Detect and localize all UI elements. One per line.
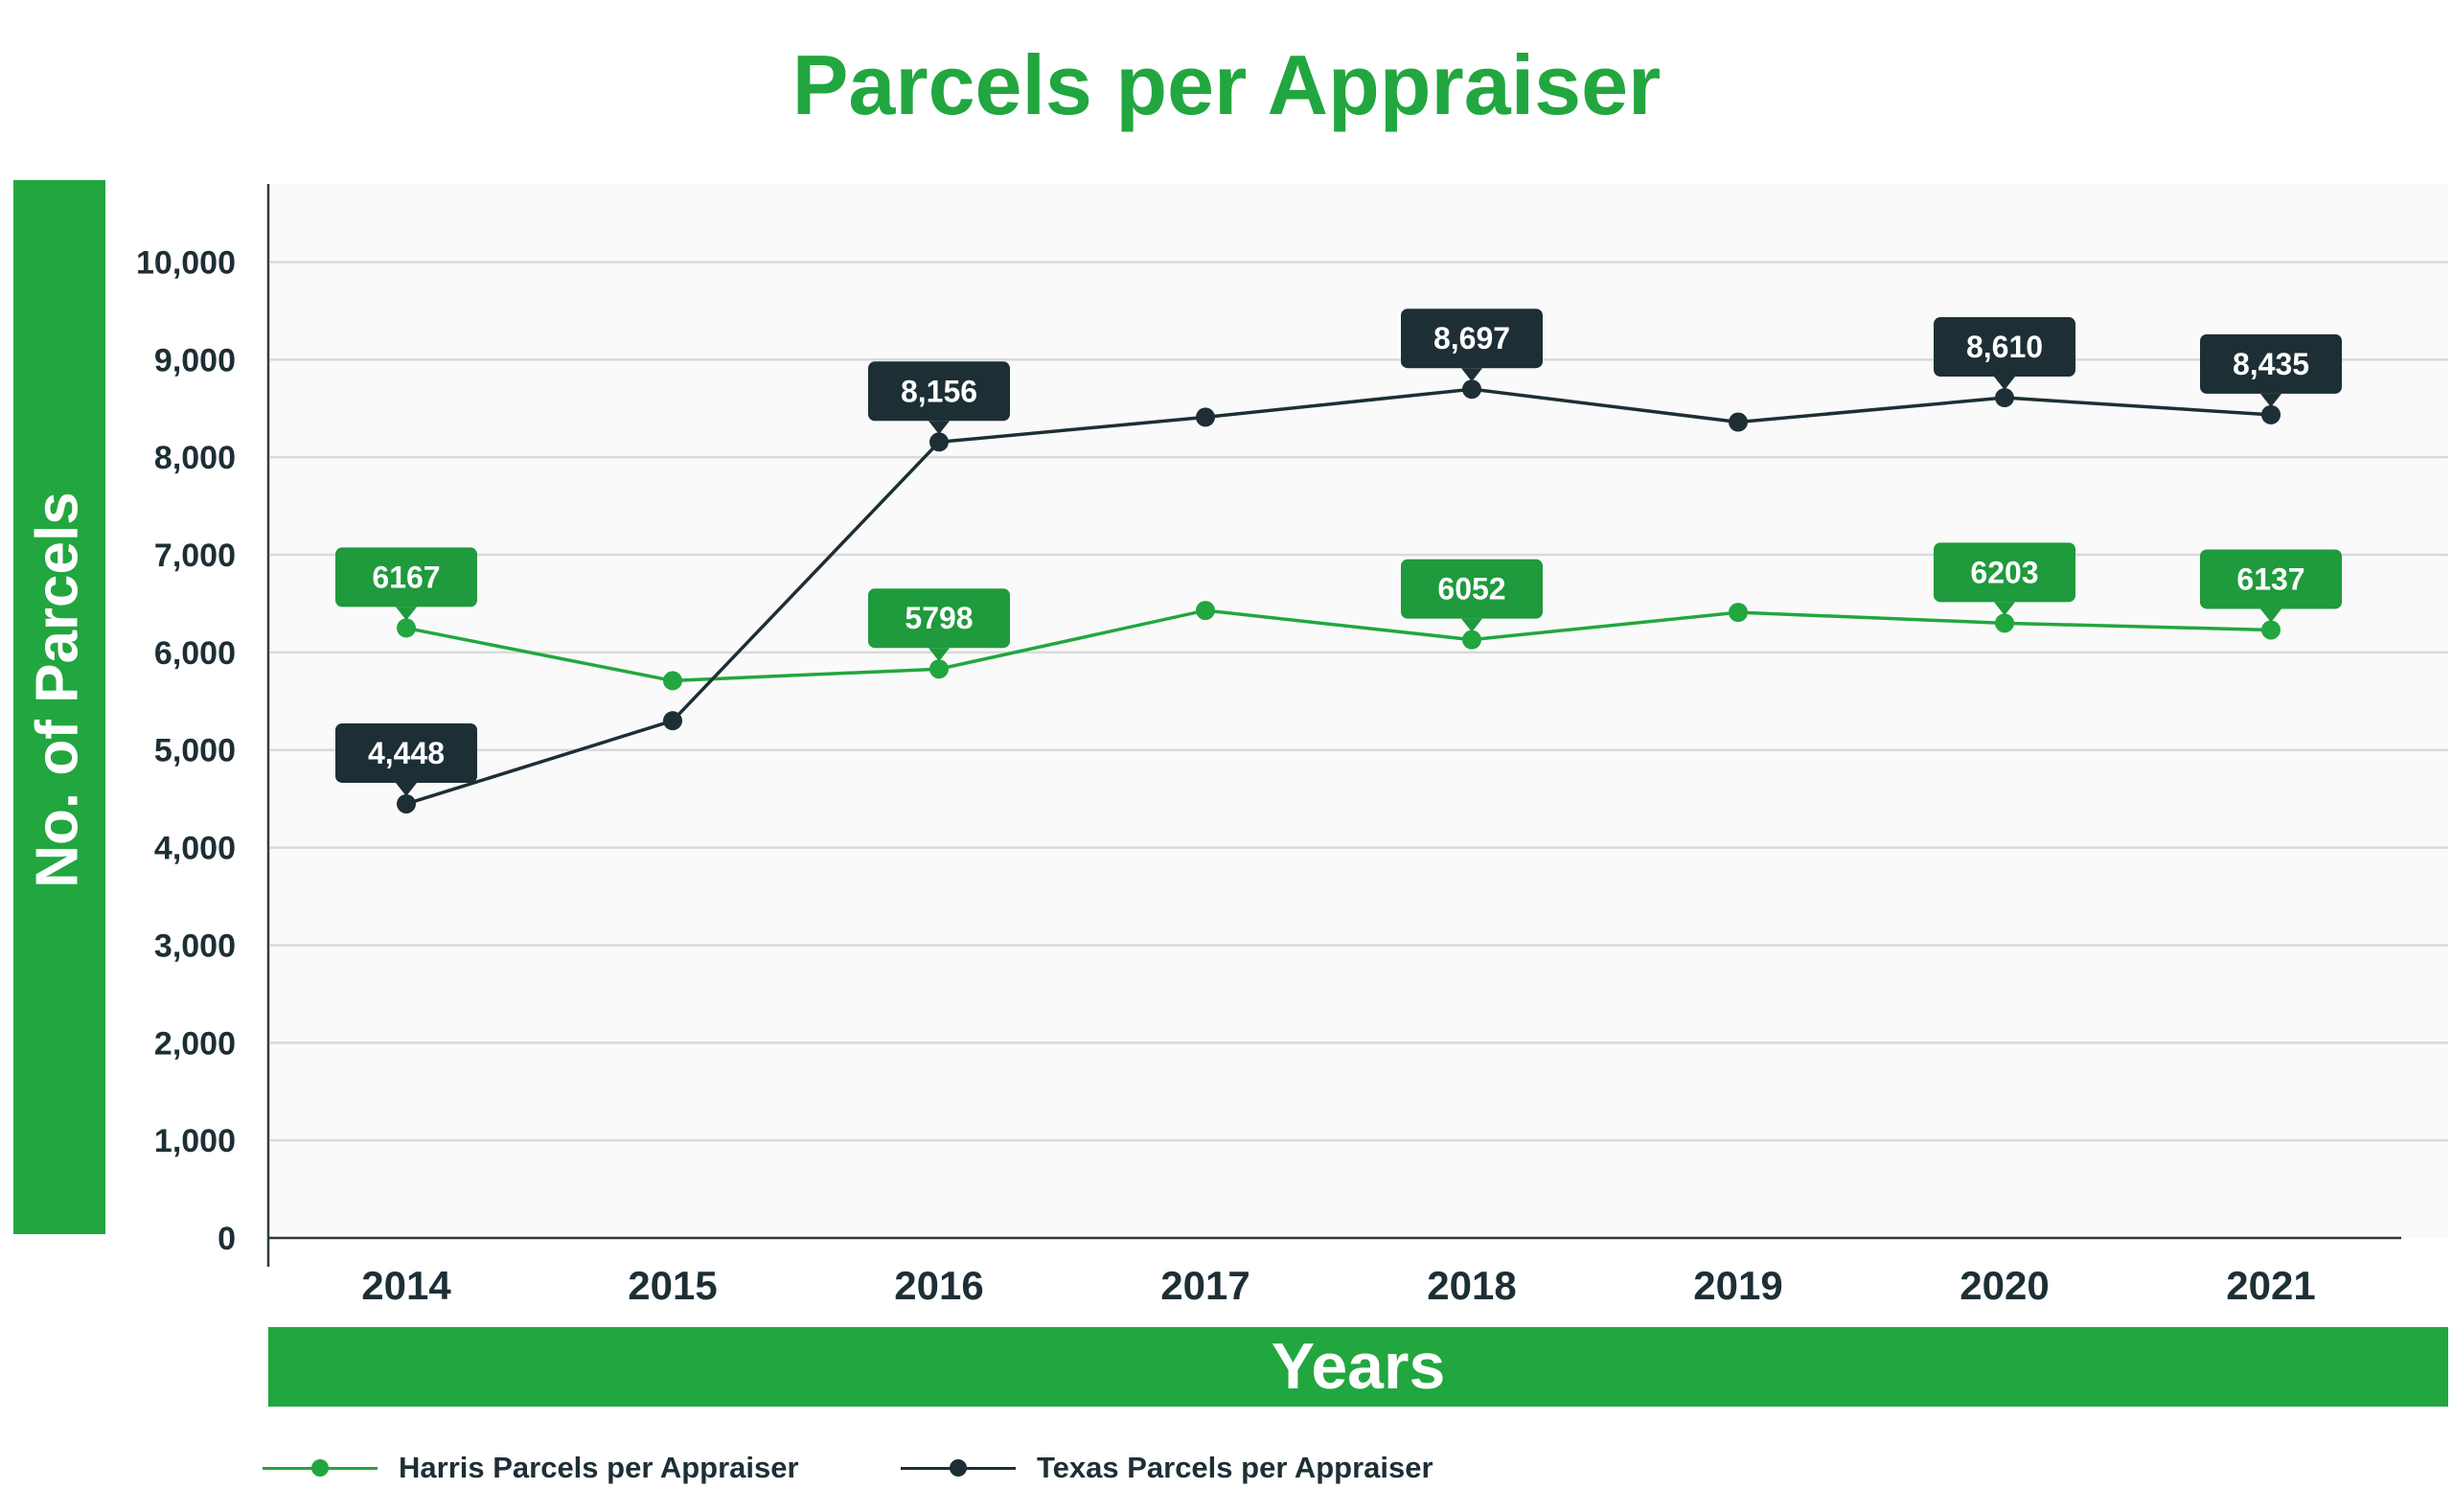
y-axis-label-band	[13, 180, 105, 1234]
data-point	[1995, 388, 2014, 408]
data-label: 8,435	[2200, 333, 2342, 407]
data-point	[1995, 613, 2014, 633]
data-point	[397, 618, 416, 638]
data-label: 8,697	[1401, 309, 1543, 382]
data-point	[1462, 379, 1481, 400]
data-label-text: 4,448	[368, 736, 445, 770]
data-label-pointer	[1994, 377, 2015, 391]
x-tick-label: 2021	[2226, 1263, 2315, 1308]
data-label-pointer	[928, 648, 950, 662]
data-label-pointer	[396, 782, 417, 796]
x-tick-label: 2015	[628, 1263, 717, 1308]
data-label-text: 6137	[2236, 561, 2304, 596]
data-point	[1729, 412, 1748, 432]
data-label-box	[1934, 317, 2075, 378]
data-label-pointer	[1994, 602, 2015, 616]
x-tick-label: 2014	[361, 1263, 451, 1308]
y-tick-label: 7,000	[154, 538, 236, 574]
x-tick-label: 2018	[1427, 1263, 1516, 1308]
data-label-box	[1401, 559, 1543, 619]
data-label: 8,610	[1934, 317, 2075, 391]
legend-swatch-texas	[901, 1449, 1016, 1487]
data-label-pointer	[928, 421, 950, 435]
data-label-box	[868, 588, 1010, 649]
data-point	[663, 711, 682, 731]
data-label: 6203	[1934, 542, 2075, 616]
data-label-pointer	[1461, 368, 1482, 382]
data-label: 4,448	[335, 722, 477, 796]
data-label-text: 6167	[372, 560, 440, 594]
data-point	[397, 793, 416, 813]
y-tick-label: 4,000	[154, 831, 236, 867]
series-line-0	[405, 608, 2272, 683]
data-point	[663, 671, 682, 691]
x-tick-label: 2016	[894, 1263, 983, 1308]
plot-area	[270, 184, 2448, 1238]
x-tick-label: 2019	[1693, 1263, 1782, 1308]
x-tick-label: 2017	[1160, 1263, 1249, 1308]
legend-label-texas: Texas Parcels per Appraiser	[1037, 1451, 1433, 1484]
data-label-text: 6052	[1437, 572, 1505, 607]
data-label: 8,156	[868, 361, 1010, 435]
y-tick-label: 6,000	[154, 635, 236, 672]
data-label-box	[2200, 333, 2342, 394]
legend-item-harris: Harris Parcels per Appraiser	[263, 1449, 799, 1487]
data-point	[1196, 601, 1215, 621]
data-label-box	[1401, 309, 1543, 369]
x-axis-label: Years	[1271, 1330, 1446, 1403]
chart-title: Parcels per Appraiser	[791, 37, 1662, 132]
data-label: 6052	[1401, 559, 1543, 632]
data-point	[2261, 620, 2281, 640]
data-label-box	[1934, 542, 2075, 603]
data-label-box	[868, 361, 1010, 422]
data-label: 6137	[2200, 549, 2342, 623]
x-tick-label: 2020	[1960, 1263, 2049, 1308]
data-label-pointer	[396, 607, 417, 621]
data-label-text: 8,435	[2233, 347, 2309, 381]
data-label-pointer	[2260, 608, 2281, 623]
y-tick-label: 0	[218, 1221, 236, 1257]
data-label-text: 6203	[1970, 555, 2038, 589]
data-label-box	[2200, 549, 2342, 609]
y-tick-label: 10,000	[136, 244, 236, 281]
series-line-1	[405, 387, 2272, 806]
chart-plot: 0 1,000 2,000 3,000 4,000 5,000 6,000 7,000 8,00…	[136, 184, 2448, 1308]
data-point	[1196, 407, 1215, 427]
y-tick-label: 2,000	[154, 1025, 236, 1062]
data-point	[1462, 630, 1481, 650]
y-tick-label: 3,000	[154, 928, 236, 964]
y-tick-label: 8,000	[154, 440, 236, 476]
data-label: 6167	[335, 547, 477, 621]
data-point	[1729, 603, 1748, 623]
x-axis-label-band: Years	[268, 1327, 2448, 1407]
data-point	[2261, 404, 2281, 424]
legend-item-texas: Texas Parcels per Appraiser	[901, 1449, 1433, 1487]
y-tick-label: 1,000	[154, 1123, 236, 1159]
legend-label-harris: Harris Parcels per Appraiser	[399, 1451, 799, 1484]
data-label-text: 8,697	[1433, 321, 1510, 355]
data-label: 5798	[868, 588, 1010, 662]
data-point	[929, 659, 949, 679]
data-label-text: 8,610	[1966, 330, 2043, 364]
y-tick-label: 9,000	[154, 342, 236, 378]
data-label-text: 5798	[905, 601, 973, 635]
data-point	[929, 432, 949, 452]
data-label-pointer	[2260, 393, 2281, 407]
data-label-box	[335, 547, 477, 607]
data-label-pointer	[1461, 618, 1482, 632]
data-label-box	[335, 722, 477, 783]
legend-swatch-harris	[263, 1449, 378, 1487]
y-tick-label: 5,000	[154, 733, 236, 769]
data-label-text: 8,156	[901, 374, 977, 408]
